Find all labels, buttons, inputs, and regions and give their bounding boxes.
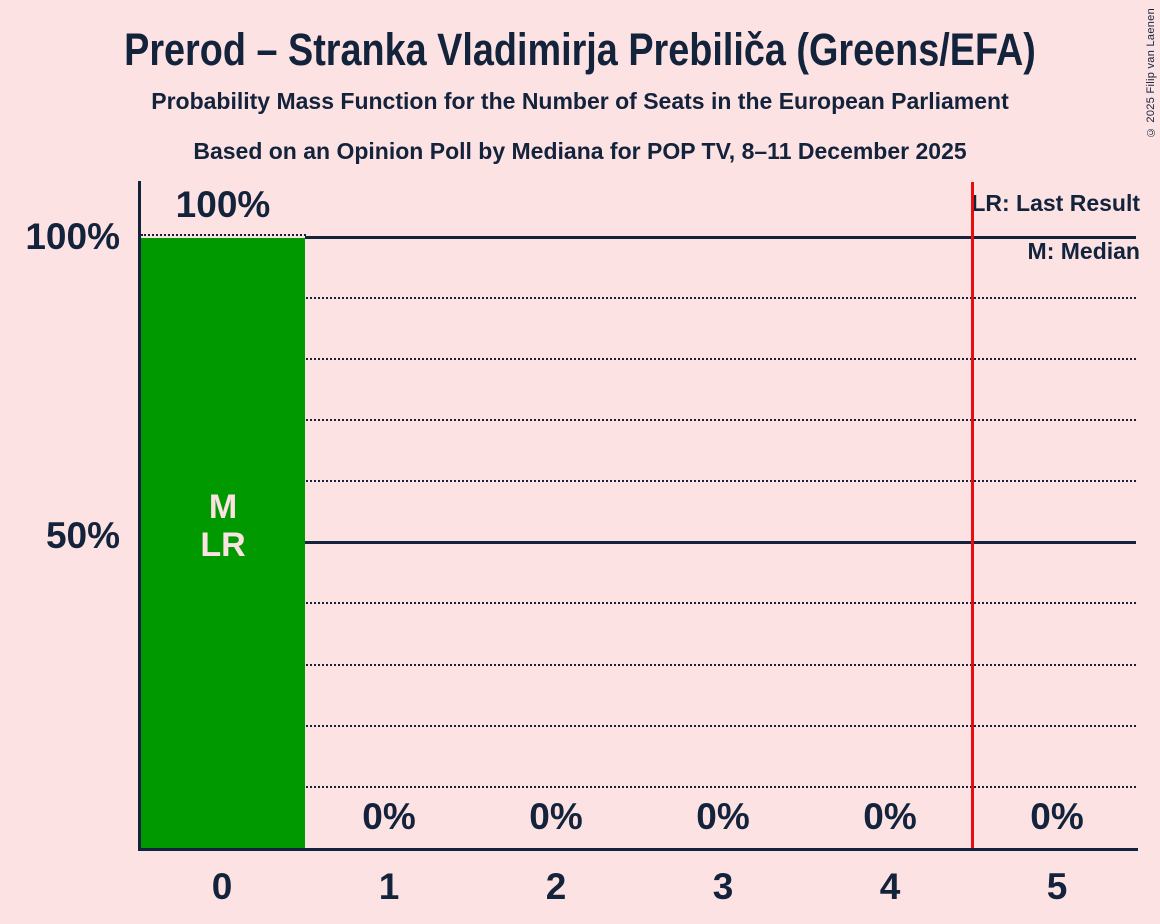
x-tick-1: 1 — [378, 866, 400, 907]
gridline-30 — [141, 664, 1136, 666]
y-axis — [138, 181, 141, 851]
x-tick-4: 4 — [879, 866, 901, 907]
gridline-40 — [141, 602, 1136, 604]
bar-value-label-5: 0% — [1030, 796, 1084, 837]
gridline-100-dotted — [141, 234, 306, 236]
y-tick-100: 100% — [25, 216, 120, 257]
bar-value-label-0: 100% — [175, 184, 271, 225]
gridline-70 — [141, 419, 1136, 421]
x-tick-2: 2 — [545, 866, 567, 907]
poll-source-subtitle: Based on an Opinion Poll by Mediana for … — [193, 138, 967, 164]
bar-value-label-1: 0% — [362, 796, 416, 837]
x-tick-0: 0 — [211, 866, 233, 907]
bar-value-label-4: 0% — [863, 796, 917, 837]
x-axis — [138, 848, 1138, 851]
gridline-60 — [141, 480, 1136, 482]
y-tick-50: 50% — [45, 515, 120, 556]
x-tick-3: 3 — [712, 866, 734, 907]
bar-value-label-3: 0% — [696, 796, 750, 837]
x-tick-5: 5 — [1046, 866, 1068, 907]
chart-subtitle: Probability Mass Function for the Number… — [151, 88, 1009, 114]
gridline-10 — [141, 786, 1136, 788]
probability-bar-seat-0 — [140, 238, 305, 848]
gridline-80 — [141, 358, 1136, 360]
gridline-20 — [141, 725, 1136, 727]
gridline-90 — [141, 297, 1136, 299]
median-marker-label: M — [208, 488, 238, 526]
legend-last-result: LR: Last Result — [971, 190, 1140, 216]
chart-title: Prerod – Stranka Vladimirja Prebiliča (G… — [124, 24, 1036, 75]
bar-value-label-2: 0% — [529, 796, 583, 837]
gridline-50-solid — [141, 541, 1136, 544]
gridline-100-solid — [305, 236, 1136, 239]
red-threshold-line — [971, 182, 974, 848]
copyright-notice: © 2025 Filip van Laenen — [1145, 8, 1157, 139]
legend-median: M: Median — [1027, 238, 1140, 264]
last-result-marker-label: LR — [200, 526, 246, 564]
